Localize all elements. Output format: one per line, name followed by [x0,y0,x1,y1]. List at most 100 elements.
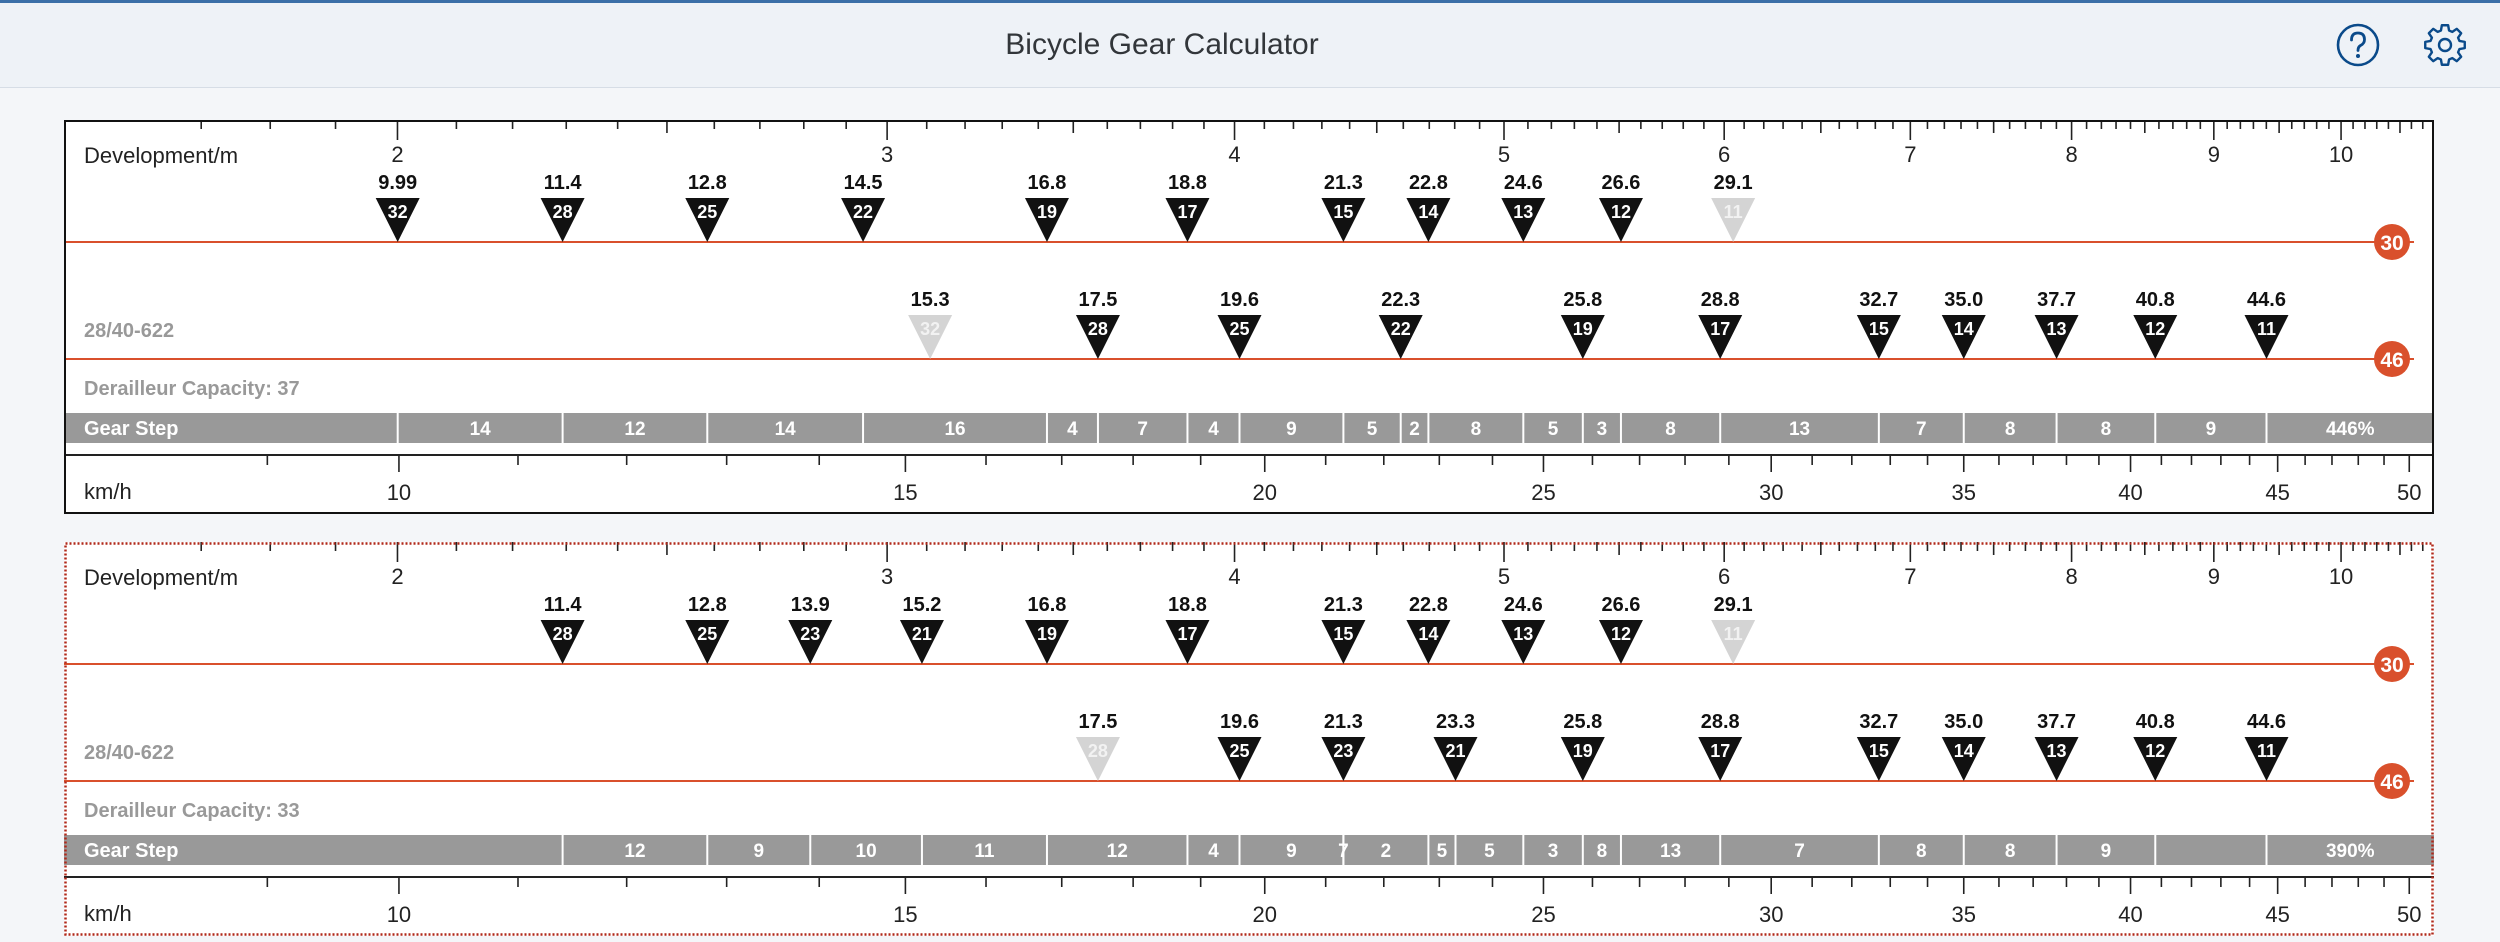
gear-marker[interactable]: 28 11.4 [540,594,585,664]
gear-speed-label: 21.3 [1324,172,1363,194]
gear-marker[interactable]: 23 21.3 [1321,711,1366,781]
gear-marker[interactable]: 19 16.8 [1024,172,1069,242]
chainring-teeth: 30 [2380,654,2403,677]
gear-marker[interactable]: 12 26.6 [1598,172,1643,242]
gear-marker[interactable]: 11 44.6 [2244,711,2289,781]
gear-triangle [1433,737,1478,781]
help-button[interactable] [2333,20,2383,70]
gear-step-value: 2 [1381,841,1392,862]
gear-triangle [2244,315,2289,359]
gear-marker[interactable]: 14 22.8 [1406,172,1451,242]
gear-marker[interactable]: 19 25.8 [1560,289,1605,359]
development-tick-label: 2 [391,564,403,589]
chainring-badge[interactable] [2374,763,2410,799]
gear-marker[interactable]: 25 12.8 [685,594,730,664]
gear-cog: 12 [2145,319,2165,339]
gear-triangle [1165,198,1210,242]
tire-size-label: 28/40-622 [84,320,174,342]
gear-triangle [1406,620,1451,664]
gear-marker[interactable]: 14 35.0 [1941,289,1986,359]
gear-marker[interactable]: 21 23.3 [1433,711,1478,781]
gear-marker[interactable]: 13 24.6 [1501,172,1546,242]
speed-tick-label: 45 [2265,902,2289,927]
gear-cog: 13 [1513,624,1533,644]
gear-cog: 17 [1710,319,1730,339]
gear-chart-2[interactable]: Development/m 2 3 4 5 6 7 8 9 10 30 28 11.4 25 12.8 23 1… [64,542,2434,936]
gear-marker[interactable]: 28 11.4 [540,172,585,242]
gear-speed-label: 17.5 [1078,289,1117,311]
gear-marker[interactable]: 15 21.3 [1321,594,1366,664]
gear-marker[interactable]: 28 17.5 [1075,711,1120,781]
gear-step-value: 3 [1548,841,1559,862]
gear-marker[interactable]: 15 21.3 [1321,172,1366,242]
gear-step-value: 9 [2101,841,2112,862]
gear-marker[interactable]: 15 32.7 [1856,289,1901,359]
gear-marker[interactable]: 12 40.8 [2133,711,2178,781]
gear-triangle [899,620,944,664]
gear-triangle [1321,198,1366,242]
gear-step-value: 14 [775,419,797,440]
gear-marker[interactable]: 22 14.5 [841,172,886,242]
gear-marker[interactable]: 22 22.3 [1378,289,1423,359]
gear-marker[interactable]: 17 18.8 [1165,172,1210,242]
speed-tick-label: 15 [893,480,917,505]
gear-step-value: 10 [856,841,877,862]
gear-chart-2-svg: Development/m 2 3 4 5 6 7 8 9 10302811.42512.8231… [64,542,2434,936]
gear-marker[interactable]: 25 12.8 [685,172,730,242]
gear-marker[interactable]: 13 37.7 [2034,289,2079,359]
gear-marker[interactable]: 25 19.6 [1217,289,1262,359]
gear-cog: 21 [1445,741,1465,761]
gear-speed-label: 22.8 [1409,594,1448,616]
gear-cog: 28 [553,202,573,222]
gear-marker[interactable]: 11 44.6 [2244,289,2289,359]
gear-marker[interactable]: 19 16.8 [1024,594,1069,664]
gear-step-value: 8 [1471,419,1482,440]
gear-triangle [540,620,585,664]
gear-marker[interactable]: 28 17.5 [1075,289,1120,359]
gear-speed-label: 15.2 [902,594,941,616]
chainring-row-46: 46 28 17.5 25 19.6 23 21.3 21 23.3 19 25.8 17 28.8 15… [64,711,2414,799]
gear-triangle [2133,315,2178,359]
gear-cog: 19 [1573,319,1593,339]
gear-marker[interactable]: 21 15.2 [899,594,944,664]
gear-marker[interactable]: 32 15.3 [908,289,953,359]
development-tick-label: 8 [2065,142,2077,167]
gear-step-value: 4 [1067,419,1078,440]
gear-cog: 11 [2257,319,2276,339]
chart-border-selected [64,542,2434,936]
gear-speed-label: 32.7 [1859,711,1898,733]
gear-marker[interactable]: 12 40.8 [2133,289,2178,359]
gear-speed-label: 17.5 [1078,711,1117,733]
gear-step-band: Gear Step 14 12 14 16 4 7 4 9 5 2 8 5 3 8 13 7 8 8 9 446% [64,413,2434,443]
gear-marker[interactable]: 12 26.6 [1598,594,1643,664]
gear-chart-1[interactable]: Development/m 2 3 4 5 6 7 8 9 10 30 32 9.99 28 11.4 25 1… [64,120,2434,514]
gear-cog: 14 [1954,741,1974,761]
gear-marker[interactable]: 11 29.1 [1711,594,1756,664]
gear-step-value: 7 [1338,841,1349,862]
gear-speed-label: 14.5 [844,172,883,194]
gear-marker[interactable]: 14 35.0 [1941,711,1986,781]
gear-marker[interactable]: 17 28.8 [1698,289,1743,359]
speed-tick-label: 20 [1252,902,1276,927]
settings-button[interactable] [2420,20,2470,70]
gear-speed-label: 37.7 [2037,711,2076,733]
gear-cog: 25 [1229,741,1249,761]
gear-marker[interactable]: 19 25.8 [1560,711,1605,781]
gear-marker[interactable]: 11 29.1 [1711,172,1756,242]
gear-marker[interactable]: 17 18.8 [1165,594,1210,664]
chainring-badge[interactable] [2374,646,2410,682]
gear-speed-label: 44.6 [2247,289,2286,311]
gear-marker[interactable]: 13 24.6 [1501,594,1546,664]
gear-speed-label: 16.8 [1027,172,1066,194]
chainring-badge[interactable] [2374,341,2410,377]
gear-marker[interactable]: 17 28.8 [1698,711,1743,781]
gear-triangle [1378,315,1423,359]
gear-marker[interactable]: 14 22.8 [1406,594,1451,664]
speed-tick-label: 40 [2118,902,2142,927]
gear-marker[interactable]: 23 13.9 [788,594,833,664]
gear-marker[interactable]: 25 19.6 [1217,711,1262,781]
gear-marker[interactable]: 329.99 [375,172,420,242]
gear-marker[interactable]: 15 32.7 [1856,711,1901,781]
chainring-badge[interactable] [2374,224,2410,260]
gear-marker[interactable]: 13 37.7 [2034,711,2079,781]
